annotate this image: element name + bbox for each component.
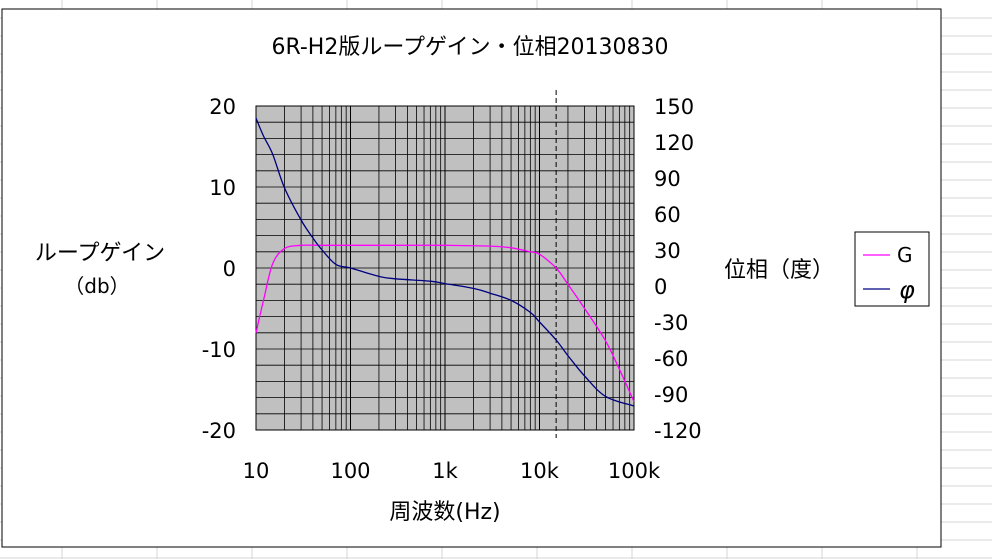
series-layer xyxy=(255,117,635,407)
legend-label-g: G xyxy=(897,243,913,267)
x-tick-label: 100k xyxy=(608,459,661,483)
y-right-tick-label: 30 xyxy=(654,239,681,263)
series-line-1 xyxy=(255,117,635,407)
y-right-tick-label: 0 xyxy=(654,275,667,299)
x-tick-label: 10 xyxy=(243,459,270,483)
y-left-tick-label: -20 xyxy=(202,419,236,443)
legend[interactable]: G φ xyxy=(854,231,930,307)
y-axis-left: 20 10 0 -10 -20 xyxy=(202,95,236,443)
y-axis-right-label: 位相（度） xyxy=(724,258,834,283)
y-right-tick-label: 120 xyxy=(654,131,694,155)
y-axis-left-label: ループゲイン xyxy=(35,241,165,266)
y-left-tick-label: -10 xyxy=(202,338,236,362)
y-right-tick-label: 60 xyxy=(654,203,681,227)
x-tick-label: 10k xyxy=(520,459,560,483)
x-axis: 10 100 1k 10k 100k xyxy=(243,459,661,483)
chart-title: 6R-H2版ループゲイン・位相20130830 xyxy=(271,35,668,60)
legend-label-phi: φ xyxy=(899,276,915,304)
y-left-tick-label: 10 xyxy=(209,176,236,200)
legend-box xyxy=(854,231,930,307)
x-axis-label: 周波数(Hz) xyxy=(389,500,500,525)
y-right-tick-label: 90 xyxy=(654,167,681,191)
y-right-tick-label: -60 xyxy=(654,347,688,371)
series-line-0 xyxy=(255,244,635,402)
y-left-tick-label: 0 xyxy=(223,257,236,281)
y-right-tick-label: -30 xyxy=(654,311,688,335)
plot-grid xyxy=(256,90,634,438)
y-right-tick-label: -90 xyxy=(654,383,688,407)
y-right-tick-label: 150 xyxy=(654,95,694,119)
y-left-tick-label: 20 xyxy=(209,95,236,119)
x-tick-label: 1k xyxy=(432,459,458,483)
x-tick-label: 100 xyxy=(330,459,370,483)
y-right-tick-label: -120 xyxy=(654,419,702,443)
y-axis-right: 150 120 90 60 30 0 -30 -60 -90 -120 xyxy=(654,95,702,443)
y-axis-left-unit: （db） xyxy=(64,274,129,298)
